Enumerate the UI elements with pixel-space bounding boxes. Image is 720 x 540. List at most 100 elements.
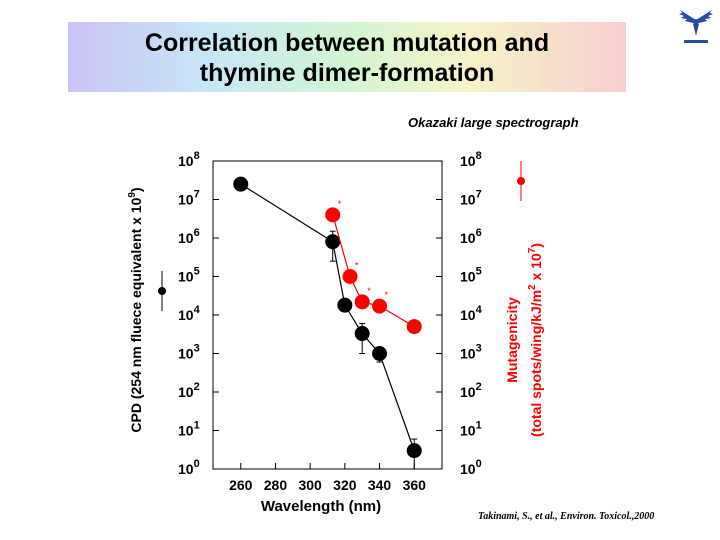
x-tick-label: 320 <box>333 477 357 493</box>
right-tick-label-base: 10 <box>460 230 476 246</box>
right-tick-label-exp: 7 <box>476 189 482 201</box>
series-line <box>240 183 415 451</box>
right-tick-label: 101 <box>460 420 482 439</box>
right-tick-label: 105 <box>460 266 482 285</box>
data-point <box>233 176 249 192</box>
slide-title: Correlation between mutation and thymine… <box>68 28 626 88</box>
left-tick-label: 105 <box>178 266 200 285</box>
x-tick-labels: 260 280 300 320 340 360 <box>229 477 426 493</box>
left-tick-label-base: 10 <box>178 230 194 246</box>
right-tick-label-base: 10 <box>460 307 476 323</box>
x-tick-label: 340 <box>368 477 392 493</box>
data-point <box>354 326 370 342</box>
right-axis-label-sup-2: 7 <box>527 247 538 253</box>
left-tick-label-base: 10 <box>178 461 194 477</box>
right-tick-label-exp: 1 <box>476 420 482 432</box>
series-layer: * * * * <box>233 176 422 470</box>
data-point <box>372 298 388 314</box>
right-tick-label: 108 <box>460 150 482 169</box>
right-tick-label-exp: 4 <box>476 304 483 316</box>
left-tick-label-exp: 7 <box>194 189 200 201</box>
left-tick-label-base: 10 <box>178 346 194 362</box>
spectrograph-annotation: Okazaki large spectrograph <box>408 115 579 130</box>
right-tick-label: 104 <box>460 304 483 323</box>
plot-frame <box>212 160 443 470</box>
right-tick-label: 106 <box>460 227 482 246</box>
x-tick-label: 280 <box>264 477 288 493</box>
legend-red-marker <box>517 161 525 201</box>
left-tick-label-exp: 2 <box>194 381 200 393</box>
left-tick-label-base: 10 <box>178 192 194 208</box>
right-tick-label-base: 10 <box>460 423 476 439</box>
significance-marker: * <box>385 290 389 300</box>
significance-marker: * <box>355 261 359 271</box>
left-tick-label-exp: 3 <box>194 343 200 355</box>
left-tick-label-exp: 8 <box>194 150 200 162</box>
right-axis-label-sup: 2 <box>527 284 538 290</box>
left-tick-label-exp: 5 <box>194 266 200 278</box>
legend-black-marker <box>158 271 166 311</box>
left-tick-label-exp: 0 <box>194 458 200 470</box>
left-tick-label-exp: 4 <box>194 304 201 316</box>
right-tick-label-base: 10 <box>460 192 476 208</box>
left-tick-label-base: 10 <box>178 307 194 323</box>
right-axis-label-main: (total spots/wing/kJ/m <box>528 290 544 437</box>
axis-ticks <box>213 199 442 469</box>
left-axis-label-sup: 9 <box>127 192 138 198</box>
left-tick-label: 106 <box>178 227 200 246</box>
left-axis-label-main: CPD (254 nm fluece equivalent x 10 <box>128 197 144 432</box>
right-tick-label: 103 <box>460 343 482 362</box>
right-tick-label-base: 10 <box>460 269 476 285</box>
left-axis-label-end: ) <box>128 187 144 192</box>
series-mutagenicity: * * * * <box>325 199 422 335</box>
right-tick-label-exp: 5 <box>476 266 482 278</box>
right-tick-label-base: 10 <box>460 153 476 169</box>
data-point <box>337 297 353 313</box>
data-point <box>342 269 358 284</box>
left-tick-label-base: 10 <box>178 384 194 400</box>
title-line-1: Correlation between mutation and <box>144 29 550 57</box>
left-tick-label: 107 <box>178 189 200 208</box>
right-tick-label-exp: 2 <box>476 381 482 393</box>
left-tick-label: 100 <box>178 458 200 477</box>
x-tick-label: 300 <box>298 477 322 493</box>
right-tick-label-base: 10 <box>460 384 476 400</box>
left-tick-label: 101 <box>178 420 200 439</box>
right-tick-label-exp: 3 <box>476 343 482 355</box>
significance-marker: * <box>367 286 371 296</box>
x-tick-label: 260 <box>229 477 253 493</box>
citation: Takinami, S., et al., Environ. Toxicol.,… <box>478 511 655 522</box>
right-tick-label-exp: 8 <box>476 150 482 162</box>
x-tick-label: 360 <box>403 477 427 493</box>
left-tick-label: 104 <box>178 304 201 323</box>
right-tick-label-exp: 0 <box>476 458 482 470</box>
right-tick-label-base: 10 <box>460 461 476 477</box>
left-tick-label-base: 10 <box>178 153 194 169</box>
right-axis-label-line-2: (total spots/wing/kJ/m2 x 107) <box>527 243 544 437</box>
title-line-2: thymine dimer-formation <box>199 59 495 87</box>
right-tick-label-exp: 6 <box>476 227 482 239</box>
data-point <box>354 294 370 310</box>
right-tick-label: 107 <box>460 189 482 208</box>
series-cpd <box>233 176 422 470</box>
data-point <box>325 207 341 223</box>
left-tick-label-exp: 1 <box>194 420 200 432</box>
right-axis-label-mid: x 10 <box>528 253 544 284</box>
data-point <box>325 234 341 250</box>
left-tick-label-base: 10 <box>178 269 194 285</box>
x-axis-label: Wavelength (nm) <box>261 498 381 515</box>
left-tick-label: 103 <box>178 343 200 362</box>
left-tick-label: 102 <box>178 381 200 400</box>
title-background <box>68 22 626 92</box>
left-axis-label: CPD (254 nm fluece equivalent x 109) <box>127 187 144 432</box>
left-tick-label-base: 10 <box>178 423 194 439</box>
right-tick-label: 102 <box>460 381 482 400</box>
data-point <box>406 443 422 459</box>
university-emblem-icon <box>679 10 713 43</box>
right-tick-label: 100 <box>460 458 482 477</box>
right-axis-label-line-1: Mutagenicity <box>504 297 520 383</box>
left-tick-label-exp: 6 <box>194 227 200 239</box>
